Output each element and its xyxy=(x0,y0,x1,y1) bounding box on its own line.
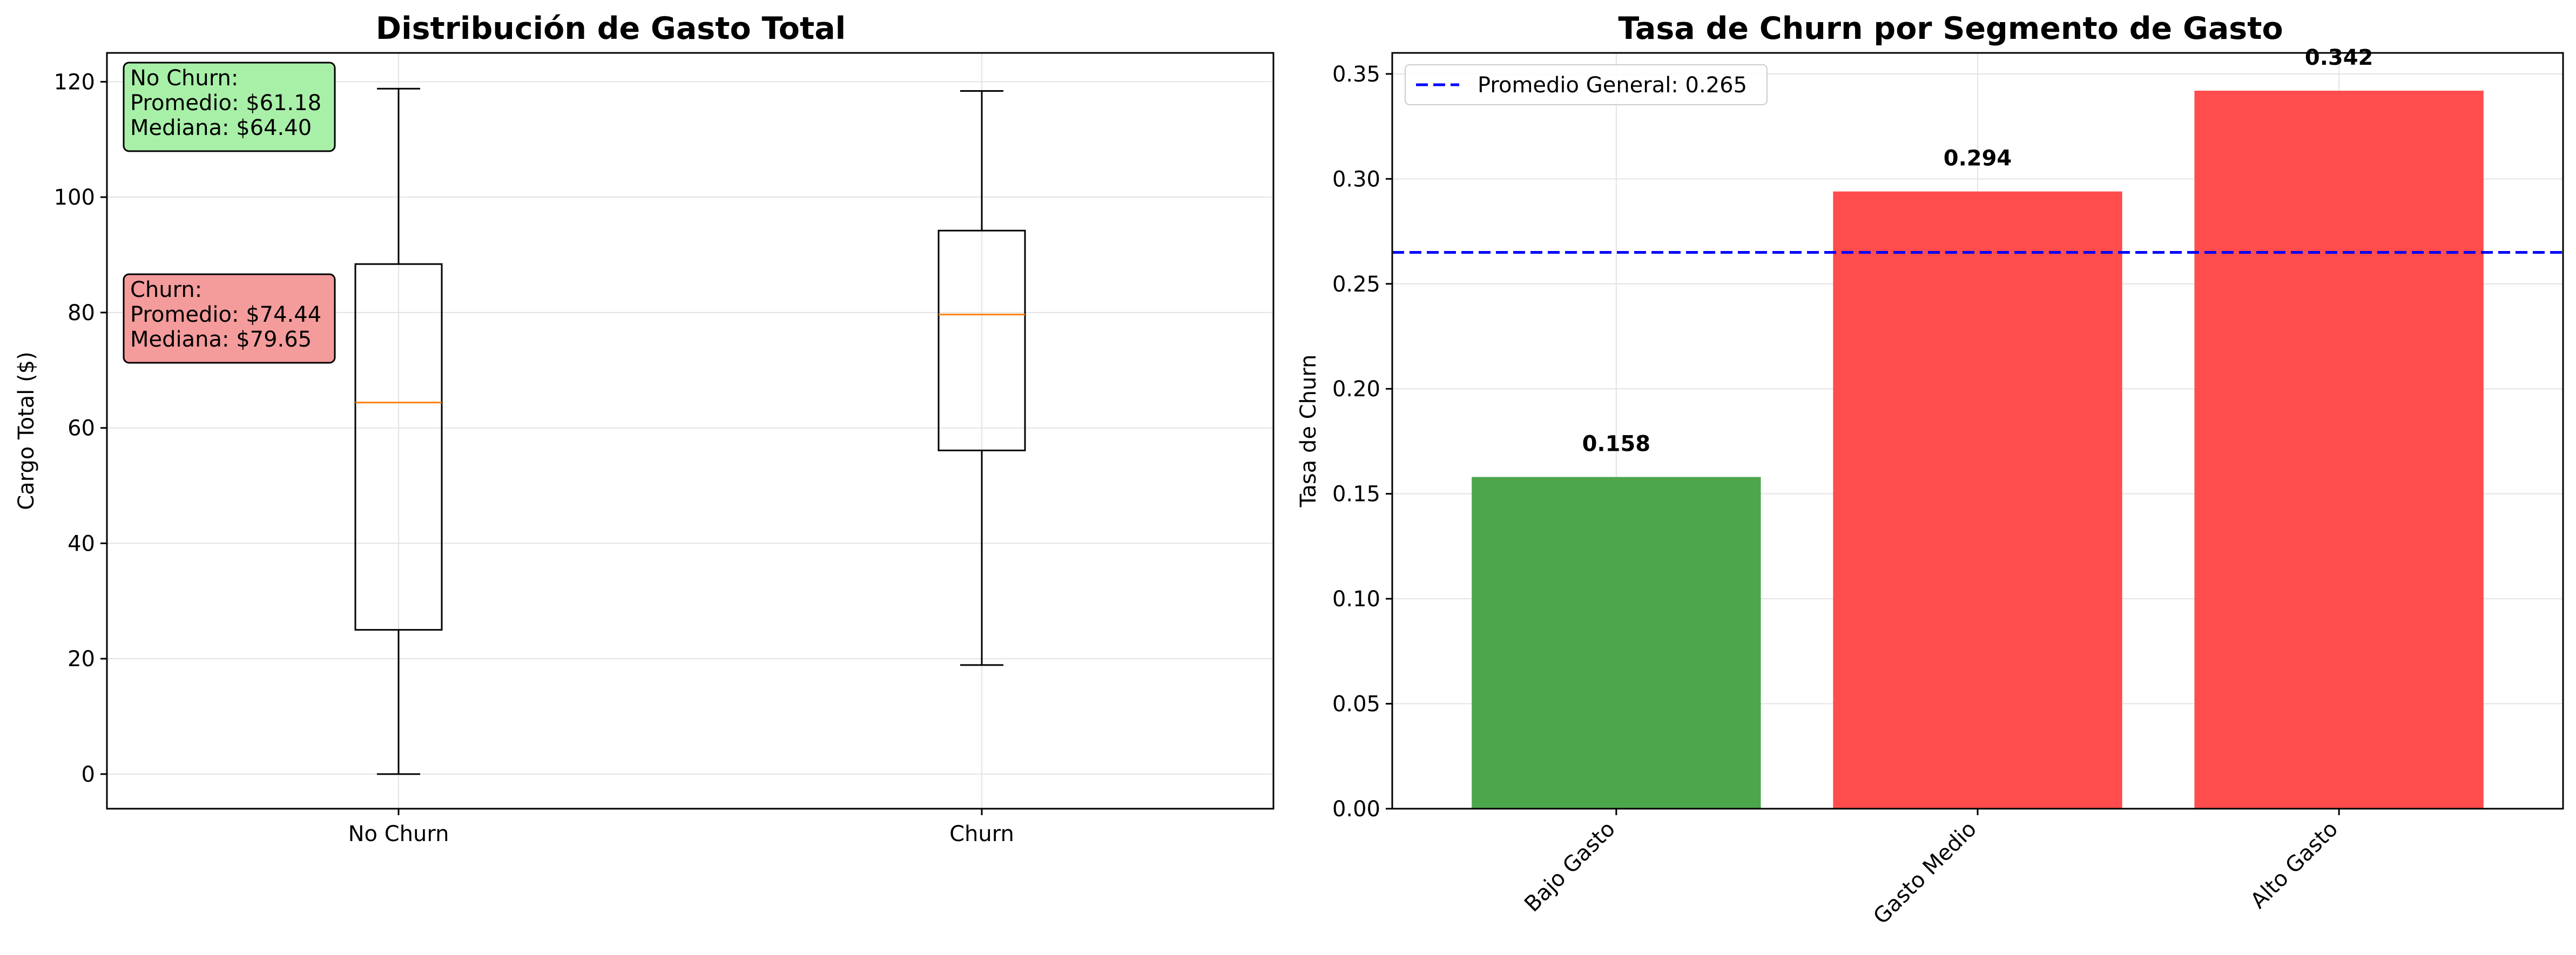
legend-label: Promedio General: 0.265 xyxy=(1478,73,1747,98)
boxplot-title: Distribución de Gasto Total xyxy=(376,11,846,46)
bar-chart-title: Tasa de Churn por Segmento de Gasto xyxy=(1618,11,2283,46)
bar-chart-value-labels: 0.158 0.294 0.342 xyxy=(1582,45,2373,457)
boxplot-y-tick-label: 120 xyxy=(54,70,95,94)
boxplot-x-tick-label: Churn xyxy=(949,822,1014,846)
boxplot-y-ticks: 0 20 40 60 80 100 120 xyxy=(54,70,107,787)
boxplot-y-tick-label: 0 xyxy=(82,762,95,787)
bar-chart-y-tick-label: 0.05 xyxy=(1332,692,1380,717)
bar-chart-y-tick-label: 0.30 xyxy=(1332,167,1380,192)
boxplot-box-group xyxy=(354,87,443,775)
boxplot-y-axis-label: Cargo Total ($) xyxy=(14,351,39,510)
boxplot-box xyxy=(354,263,443,631)
boxplot-annotation-line: Promedio: $61.18 xyxy=(130,91,321,116)
boxplot-y-tick-label: 100 xyxy=(54,185,95,210)
boxplot-x-tick-label: No Churn xyxy=(348,822,449,846)
boxplot-annotation-box xyxy=(123,62,336,152)
boxplot-box xyxy=(938,229,1026,451)
boxplot-annotation-line: Mediana: $79.65 xyxy=(130,327,312,352)
boxplot-y-tick-label: 20 xyxy=(68,647,95,672)
boxplot-annotation-line: Churn: xyxy=(130,277,202,302)
bar-chart-legend: Promedio General: 0.265 xyxy=(1405,64,1768,105)
legend-box xyxy=(1405,64,1768,105)
bar-alto-gasto xyxy=(2194,91,2484,809)
boxplot-box-group xyxy=(938,90,1026,666)
bar-chart-y-axis-label: Tasa de Churn xyxy=(1296,355,1321,508)
boxplot-annotation-box xyxy=(123,273,336,364)
boxplot-y-tick-label: 60 xyxy=(68,416,95,441)
bar-bajo-gasto xyxy=(1472,477,1761,809)
bar-value-label: 0.294 xyxy=(1944,146,2012,171)
boxplot-boxes xyxy=(354,87,1026,775)
boxplot-y-tick-label: 40 xyxy=(68,531,95,556)
bar-chart-panel: Tasa de Churn por Segmento de Gasto 0.00… xyxy=(1296,11,2564,929)
boxplot-annotation-line: Promedio: $74.44 xyxy=(130,302,321,327)
bar-chart-y-tick-label: 0.20 xyxy=(1332,377,1380,402)
bar-chart-y-tick-label: 0.00 xyxy=(1332,797,1380,822)
boxplot-annotation-line: No Churn: xyxy=(130,66,238,91)
bar-chart-y-ticks: 0.00 0.05 0.10 0.15 0.20 0.25 0.30 0.35 xyxy=(1332,62,1392,822)
boxplot-axes-frame xyxy=(106,52,1274,810)
bar-chart-y-tick-label: 0.10 xyxy=(1332,587,1380,612)
boxplot-x-ticks: No Churn Churn xyxy=(348,809,1014,846)
boxplot-panel: Distribución de Gasto Total 0 20 40 60 80 100… xyxy=(14,11,1274,846)
boxplot-y-tick-label: 80 xyxy=(68,301,95,326)
bar-chart-y-tick-label: 0.15 xyxy=(1332,482,1380,507)
bar-chart-bars xyxy=(1472,91,2484,809)
bar-value-label: 0.342 xyxy=(2305,45,2373,70)
bar-gasto-medio xyxy=(1833,191,2122,809)
boxplot-annotation-line: Mediana: $64.40 xyxy=(130,116,312,140)
bar-chart-y-tick-label: 0.25 xyxy=(1332,272,1380,297)
bar-chart-y-tick-label: 0.35 xyxy=(1332,62,1380,87)
bar-value-label: 0.158 xyxy=(1582,432,1651,457)
